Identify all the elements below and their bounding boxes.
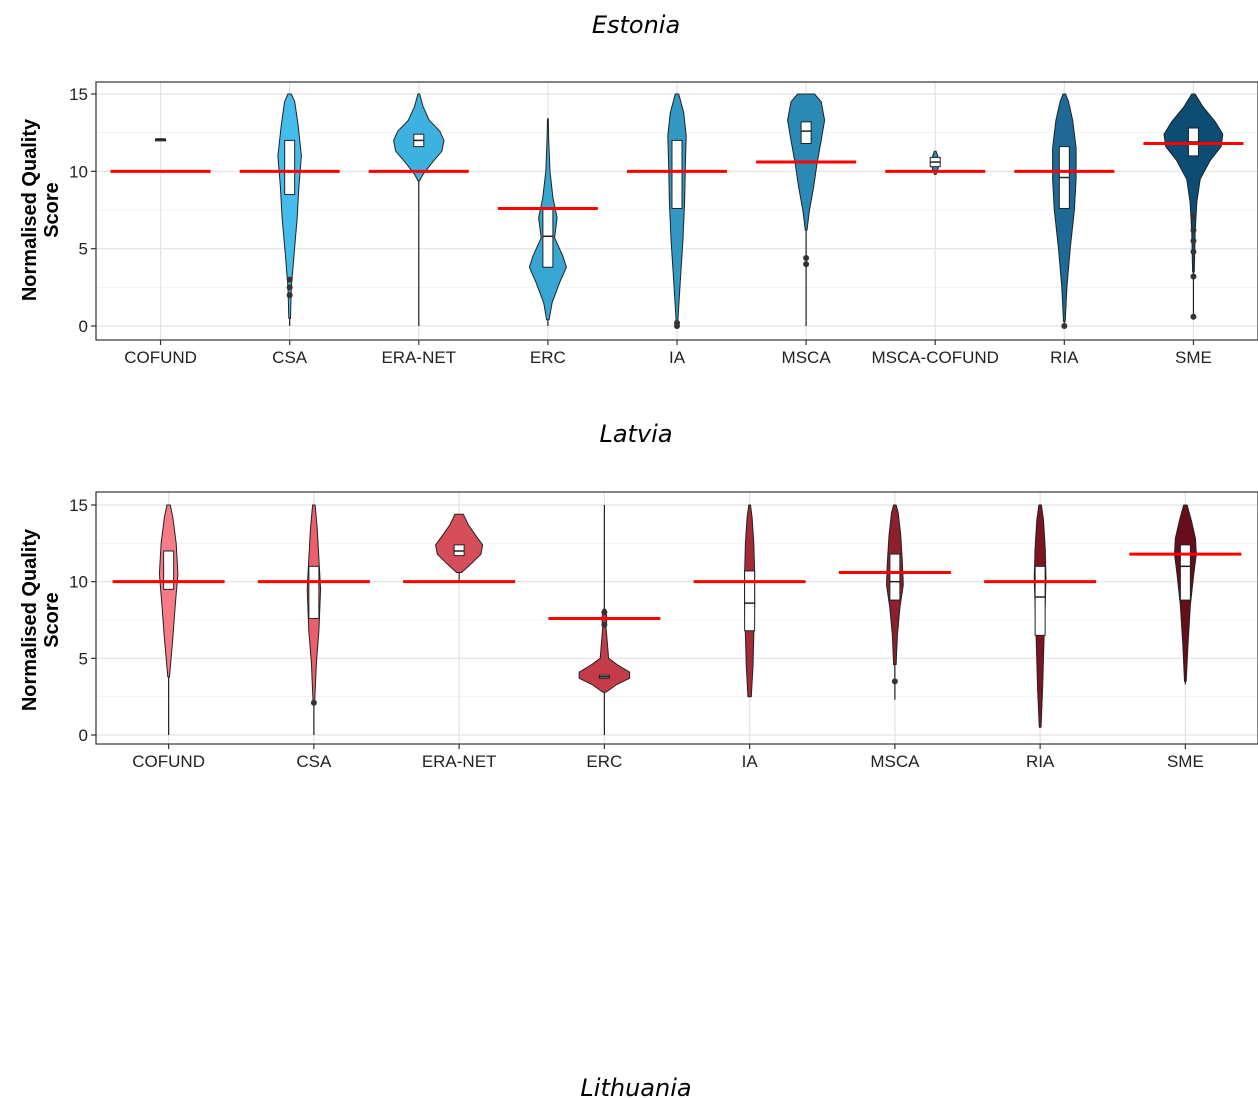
violin-body <box>578 608 631 693</box>
outlier-point <box>1061 323 1068 329</box>
panel-latvia: Latvia 0 5 10 15 COFUND CSA ERA-NET ERC IA MSCA RIA… <box>19 420 1258 771</box>
violin-box <box>800 121 812 144</box>
violin-box <box>308 565 320 619</box>
outlier-point <box>286 276 293 283</box>
outlier-point <box>1190 227 1197 234</box>
outlier-point <box>803 261 810 268</box>
violin-box <box>889 553 901 601</box>
x-tick-label: IA <box>742 752 759 771</box>
y-tick-label: 0 <box>79 726 88 745</box>
outlier-point <box>1190 273 1197 280</box>
y-axis-title-line: Score <box>41 182 63 238</box>
panel-estonia: Estonia 0 5 10 15 COFUND CSA ERA-NET ERC IA MSCA MS… <box>19 11 1258 367</box>
violin-box <box>744 570 756 632</box>
x-tick-label: RIA <box>1026 752 1055 771</box>
violin-csa <box>257 504 370 735</box>
outlier-point <box>601 621 608 628</box>
violin-msca <box>756 93 857 326</box>
y-axis-title-line: Normalised Quality <box>19 118 41 301</box>
x-tick-label: ERC <box>530 348 566 367</box>
outlier-point <box>1190 237 1197 244</box>
violin-box <box>453 544 465 557</box>
outlier-point <box>674 323 680 329</box>
y-tick-label: 15 <box>69 85 88 104</box>
outlier-point <box>286 292 293 299</box>
x-tick-label: IA <box>669 348 686 367</box>
x-tick-label: MSCA-COFUND <box>871 348 999 367</box>
violin-cofund <box>110 138 211 173</box>
x-tick-label: SME <box>1175 348 1212 367</box>
violin-msca <box>838 504 951 700</box>
plot-background <box>96 492 1258 744</box>
violin-box <box>1179 544 1191 601</box>
x-tick-label: RIA <box>1050 348 1079 367</box>
y-tick-label: 5 <box>79 649 88 668</box>
outlier-point <box>286 284 293 291</box>
y-tick-label: 10 <box>69 162 88 181</box>
x-tick-label: CSA <box>296 752 332 771</box>
y-tick-label: 15 <box>69 496 88 515</box>
violin-era-net <box>368 93 469 326</box>
violin-box <box>163 550 175 590</box>
x-tick-label: ERC <box>586 752 622 771</box>
y-axis-title: Normalised QualityScore <box>19 528 63 711</box>
x-tick-label: COFUND <box>132 752 205 771</box>
violin-ria <box>984 504 1097 728</box>
outlier-point <box>310 699 317 706</box>
y-tick-label: 5 <box>79 240 88 259</box>
outlier-point <box>601 609 608 616</box>
violin-ria <box>1014 93 1115 329</box>
x-tick-label: CSA <box>272 348 308 367</box>
violin-ia <box>693 504 806 698</box>
panel-title: Latvia <box>599 420 672 448</box>
violin-csa <box>239 93 340 326</box>
violin-cofund <box>112 504 225 735</box>
y-tick-label: 10 <box>69 573 88 592</box>
violin-body <box>277 93 302 319</box>
violin-erc <box>497 118 598 326</box>
violin-era-net <box>403 513 516 584</box>
x-tick-label: ERA-NET <box>422 752 497 771</box>
violin-box <box>284 139 296 196</box>
y-axis-title-line: Normalised Quality <box>19 528 41 711</box>
violin-box <box>671 139 683 209</box>
outlier-point <box>891 678 898 685</box>
violin-erc <box>548 505 661 735</box>
x-tick-label: MSCA <box>870 752 920 771</box>
x-tick-label: MSCA <box>782 348 832 367</box>
violin-sme <box>1143 93 1244 320</box>
violin-ia <box>627 93 727 329</box>
violin-sme <box>1129 504 1242 685</box>
y-tick-label: 0 <box>79 317 88 336</box>
outlier-point <box>1190 313 1197 320</box>
x-tick-label: ERA-NET <box>381 348 456 367</box>
x-tick-label: COFUND <box>124 348 197 367</box>
panel-title-lithuania: Lithuania <box>580 1074 691 1098</box>
violin-box <box>1034 565 1046 636</box>
x-tick-label: SME <box>1167 752 1204 771</box>
y-axis-title-line: Score <box>41 592 63 648</box>
violin-body <box>1163 93 1224 273</box>
violin-msca-cofund <box>885 150 986 175</box>
outlier-point <box>803 254 810 261</box>
panel-title: Estonia <box>592 11 680 39</box>
violin-box <box>542 207 554 268</box>
violin-body <box>158 504 179 678</box>
outlier-point <box>1190 214 1197 221</box>
y-axis-title: Normalised QualityScore <box>19 118 63 301</box>
plot-border <box>95 491 1258 745</box>
violin-body <box>435 513 484 573</box>
outlier-point <box>1190 248 1197 255</box>
